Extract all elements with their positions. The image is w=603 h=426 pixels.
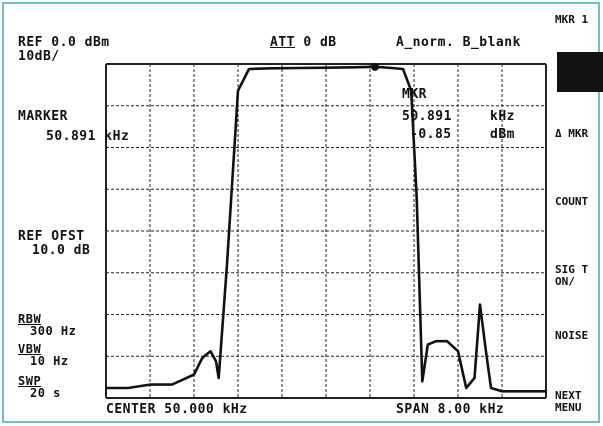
attenuation-label: ATT — [270, 35, 295, 50]
center-frequency: CENTER 50.000 kHz — [106, 402, 248, 417]
span: SPAN 8.00 kHz — [396, 402, 505, 417]
scale-per-div: 10dB/ — [18, 49, 60, 64]
trace-modes: A_norm. B_blank — [396, 35, 521, 50]
marker-readout-level-unit: dBm — [490, 127, 515, 142]
vbw-value: 10 Hz — [30, 354, 69, 368]
marker-label: MARKER — [18, 109, 68, 124]
softkey-next-line1: NEXT — [555, 389, 582, 402]
attenuation: ATT 0 dB — [270, 36, 337, 50]
vbw-label: VBW — [18, 342, 42, 356]
attenuation-value: 0 dB — [303, 35, 337, 50]
trace-a — [106, 62, 546, 393]
softkey-next-menu[interactable]: NEXT MENU — [555, 390, 582, 414]
softkey-next-line2: MENU — [555, 401, 582, 414]
softkey-count[interactable]: COUNT — [555, 195, 589, 208]
rbw-label: RBW — [18, 312, 42, 326]
marker-readout-level: -0.85 — [410, 127, 452, 142]
softkey-sig-track-line1: SIG T — [555, 263, 589, 276]
graticule — [105, 63, 547, 399]
ref-level: REF 0.0 dBm — [18, 35, 110, 50]
ref-offset-label: REF OFST — [18, 229, 85, 244]
marker-frequency: 50.891 kHz — [46, 129, 130, 144]
softkey-sig-track[interactable]: SIG T ON/ — [555, 264, 588, 288]
trace-line — [106, 65, 546, 393]
ref-offset-value: 10.0 dB — [32, 243, 91, 258]
swp-value: 20 s — [30, 386, 61, 400]
marker-readout-frequency: 50.891 — [402, 109, 452, 124]
softkey-sig-track-line2: ON/ — [555, 275, 575, 288]
marker-point[interactable] — [371, 62, 380, 71]
swp-label: SWP — [18, 374, 42, 388]
rbw-value: 300 Hz — [30, 324, 77, 338]
marker-readout-label: MKR — [402, 87, 427, 102]
marker-readout-frequency-unit: kHz — [490, 109, 515, 124]
softkey-active-highlight[interactable] — [557, 52, 603, 92]
softkey-noise[interactable]: NOISE — [555, 329, 589, 342]
softkey-delta-mkr[interactable]: Δ MKR — [555, 127, 589, 140]
softkey-mkr[interactable]: MKR 1 — [555, 13, 589, 26]
